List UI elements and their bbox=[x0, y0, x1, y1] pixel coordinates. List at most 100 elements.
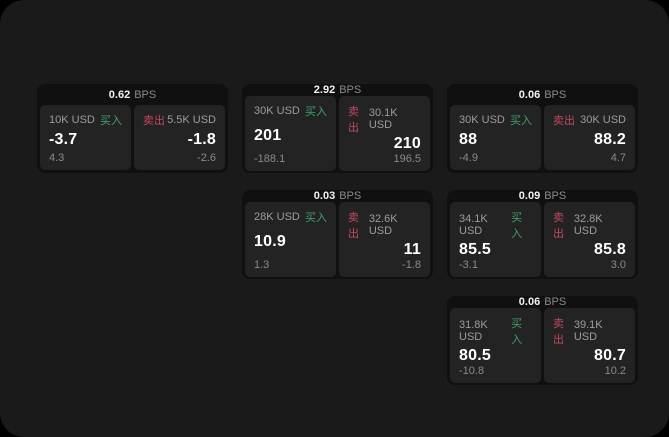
buy-side-label: 买入 bbox=[511, 318, 523, 346]
bps-unit: BPS bbox=[544, 296, 567, 308]
bps-value: 0.06 bbox=[518, 88, 541, 101]
sell-tile[interactable]: 卖出 30K USD 88.2 4.7 bbox=[544, 105, 635, 170]
buy-side-label: 买入 bbox=[305, 106, 327, 118]
sell-price: 210 bbox=[393, 135, 421, 152]
sell-tile-header: 卖出 32.8K USD bbox=[553, 209, 626, 241]
card-body: 28K USD 买入 10.9 1.3 卖出 32.6K USD 11 -1.8 bbox=[242, 202, 433, 280]
sell-tile[interactable]: 卖出 32.6K USD 11 -1.8 bbox=[339, 202, 430, 277]
sell-tile-header: 卖出 5.5K USD bbox=[143, 112, 216, 128]
sell-side-label: 卖出 bbox=[553, 115, 575, 127]
price-card: 0.06 BPS 31.8K USD 买入 80.5 -10.8 卖出 39.1… bbox=[447, 296, 638, 385]
bps-header: 0.03 BPS bbox=[242, 190, 433, 202]
price-card: 0.09 BPS 34.1K USD 买入 85.5 -3.1 卖出 32.8K… bbox=[447, 190, 638, 279]
buy-amount: 10K USD bbox=[49, 114, 95, 126]
buy-price: 80.5 bbox=[459, 347, 491, 364]
sell-tile[interactable]: 卖出 5.5K USD -1.8 -2.6 bbox=[134, 105, 225, 170]
bps-unit: BPS bbox=[339, 84, 362, 96]
card-body: 30K USD 买入 88 -4.9 卖出 30K USD 88.2 4.7 bbox=[447, 105, 638, 173]
price-card-grid: 0.62 BPS 10K USD 买入 -3.7 4.3 卖出 5.5K USD bbox=[37, 84, 638, 385]
sell-amount: 39.1K USD bbox=[573, 319, 603, 343]
buy-tile[interactable]: 34.1K USD 买入 85.5 -3.1 bbox=[450, 202, 541, 277]
buy-tile-header: 30K USD 买入 bbox=[459, 112, 532, 128]
sell-side-label: 卖出 bbox=[348, 106, 359, 134]
buy-amount: 28K USD bbox=[254, 211, 300, 223]
sell-amount: 5.5K USD bbox=[167, 114, 216, 126]
sell-tile-header: 卖出 39.1K USD bbox=[553, 315, 626, 347]
buy-price: 201 bbox=[254, 127, 282, 144]
sell-amount: 32.8K USD bbox=[573, 213, 603, 237]
bps-unit: BPS bbox=[544, 190, 567, 202]
sell-tile-header: 卖出 30K USD bbox=[553, 112, 626, 128]
buy-delta: -4.9 bbox=[459, 152, 478, 164]
sell-price: 88.2 bbox=[594, 131, 626, 148]
sell-delta: 4.7 bbox=[610, 152, 626, 164]
buy-price: 85.5 bbox=[459, 241, 491, 258]
sell-tile[interactable]: 卖出 39.1K USD 80.7 10.2 bbox=[544, 308, 635, 383]
buy-tile-header: 30K USD 买入 bbox=[254, 103, 327, 119]
sell-delta: -2.6 bbox=[197, 152, 216, 164]
sell-delta: 10.2 bbox=[604, 365, 626, 377]
bps-value: 0.62 bbox=[108, 88, 131, 101]
buy-side-label: 买入 bbox=[511, 212, 523, 240]
sell-price: 11 bbox=[403, 241, 421, 258]
buy-tile[interactable]: 10K USD 买入 -3.7 4.3 bbox=[40, 105, 131, 170]
bps-header: 0.09 BPS bbox=[447, 190, 638, 202]
sell-delta: 3.0 bbox=[610, 259, 626, 271]
buy-delta: 1.3 bbox=[254, 259, 270, 271]
sell-price: 85.8 bbox=[594, 241, 626, 258]
bps-header: 0.06 BPS bbox=[447, 296, 638, 308]
buy-amount: 34.1K USD bbox=[459, 213, 488, 237]
buy-tile[interactable]: 28K USD 买入 10.9 1.3 bbox=[245, 202, 336, 277]
sell-side-label: 卖出 bbox=[553, 212, 564, 240]
price-card: 2.92 BPS 30K USD 买入 201 -188.1 卖出 30.1K … bbox=[242, 84, 433, 173]
buy-amount: 30K USD bbox=[459, 114, 505, 126]
price-card: 0.03 BPS 28K USD 买入 10.9 1.3 卖出 32.6K US… bbox=[242, 190, 433, 279]
buy-tile-header: 10K USD 买入 bbox=[49, 112, 122, 128]
bps-unit: BPS bbox=[134, 88, 157, 101]
price-card: 0.62 BPS 10K USD 买入 -3.7 4.3 卖出 5.5K USD bbox=[37, 84, 228, 173]
sell-tile-header: 卖出 32.6K USD bbox=[348, 209, 421, 241]
price-card: 0.06 BPS 30K USD 买入 88 -4.9 卖出 30K USD bbox=[447, 84, 638, 173]
buy-price: 10.9 bbox=[254, 233, 286, 250]
sell-tile[interactable]: 卖出 32.8K USD 85.8 3.0 bbox=[544, 202, 635, 277]
buy-delta: -10.8 bbox=[459, 365, 485, 377]
buy-tile[interactable]: 30K USD 买入 201 -188.1 bbox=[245, 96, 336, 171]
sell-price: -1.8 bbox=[187, 131, 216, 148]
buy-tile-header: 34.1K USD 买入 bbox=[459, 209, 532, 241]
buy-tile[interactable]: 30K USD 买入 88 -4.9 bbox=[450, 105, 541, 170]
buy-side-label: 买入 bbox=[305, 212, 327, 224]
sell-tile[interactable]: 卖出 30.1K USD 210 196.5 bbox=[339, 96, 430, 171]
bps-header: 2.92 BPS bbox=[242, 84, 433, 96]
buy-delta: -188.1 bbox=[254, 153, 286, 165]
sell-side-label: 卖出 bbox=[143, 115, 165, 127]
sell-amount: 30K USD bbox=[580, 114, 626, 126]
buy-delta: -3.1 bbox=[459, 259, 478, 271]
bps-header: 0.62 BPS bbox=[37, 84, 228, 105]
bps-header: 0.06 BPS bbox=[447, 84, 638, 105]
sell-amount: 30.1K USD bbox=[368, 107, 398, 131]
bps-unit: BPS bbox=[544, 88, 567, 101]
sell-amount: 32.6K USD bbox=[368, 213, 398, 237]
buy-amount: 31.8K USD bbox=[459, 319, 488, 343]
sell-side-label: 卖出 bbox=[348, 212, 359, 240]
bps-value: 0.03 bbox=[313, 190, 336, 202]
card-body: 31.8K USD 买入 80.5 -10.8 卖出 39.1K USD 80.… bbox=[447, 308, 638, 386]
bps-value: 0.06 bbox=[518, 296, 541, 308]
card-body: 34.1K USD 买入 85.5 -3.1 卖出 32.8K USD 85.8… bbox=[447, 202, 638, 280]
buy-side-label: 买入 bbox=[510, 115, 532, 127]
card-body: 30K USD 买入 201 -188.1 卖出 30.1K USD 210 1… bbox=[242, 96, 433, 174]
buy-side-label: 买入 bbox=[100, 115, 122, 127]
bps-value: 0.09 bbox=[518, 190, 541, 202]
buy-delta: 4.3 bbox=[49, 152, 65, 164]
card-body: 10K USD 买入 -3.7 4.3 卖出 5.5K USD -1.8 -2.… bbox=[37, 105, 228, 173]
buy-tile[interactable]: 31.8K USD 买入 80.5 -10.8 bbox=[450, 308, 541, 383]
sell-price: 80.7 bbox=[594, 347, 626, 364]
buy-amount: 30K USD bbox=[254, 105, 300, 117]
buy-tile-header: 28K USD 买入 bbox=[254, 209, 327, 225]
sell-delta: -1.8 bbox=[402, 259, 421, 271]
buy-tile-header: 31.8K USD 买入 bbox=[459, 315, 532, 347]
buy-price: -3.7 bbox=[49, 131, 78, 148]
sell-delta: 196.5 bbox=[393, 153, 421, 165]
buy-price: 88 bbox=[459, 131, 478, 148]
